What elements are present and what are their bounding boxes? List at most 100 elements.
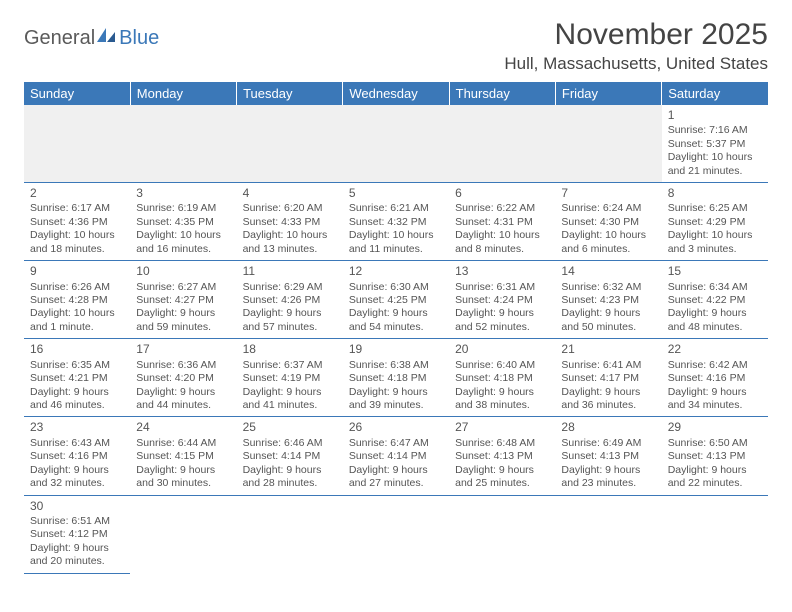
day-number: 1 xyxy=(668,108,762,123)
day-number: 17 xyxy=(136,342,230,357)
sunrise-line: Sunrise: 6:43 AM xyxy=(30,437,124,450)
sunrise-line: Sunrise: 7:16 AM xyxy=(668,124,762,137)
daylight-line-2: and 44 minutes. xyxy=(136,399,230,412)
daylight-line-2: and 20 minutes. xyxy=(30,555,124,568)
sunrise-line: Sunrise: 6:41 AM xyxy=(561,359,655,372)
daylight-line-1: Daylight: 10 hours xyxy=(668,151,762,164)
sunrise-line: Sunrise: 6:19 AM xyxy=(136,202,230,215)
sunrise-line: Sunrise: 6:47 AM xyxy=(349,437,443,450)
calendar-day-cell: 20Sunrise: 6:40 AMSunset: 4:18 PMDayligh… xyxy=(449,339,555,417)
sunset-line: Sunset: 4:18 PM xyxy=(455,372,549,385)
daylight-line-1: Daylight: 9 hours xyxy=(243,464,337,477)
calendar-day-cell: 28Sunrise: 6:49 AMSunset: 4:13 PMDayligh… xyxy=(555,417,661,495)
daylight-line-1: Daylight: 9 hours xyxy=(561,464,655,477)
daylight-line-2: and 32 minutes. xyxy=(30,477,124,490)
day-number: 5 xyxy=(349,186,443,201)
sunrise-line: Sunrise: 6:46 AM xyxy=(243,437,337,450)
daylight-line-1: Daylight: 10 hours xyxy=(243,229,337,242)
sunset-line: Sunset: 4:14 PM xyxy=(243,450,337,463)
daylight-line-1: Daylight: 9 hours xyxy=(349,464,443,477)
daylight-line-2: and 6 minutes. xyxy=(561,243,655,256)
sunrise-line: Sunrise: 6:34 AM xyxy=(668,281,762,294)
daylight-line-1: Daylight: 9 hours xyxy=(668,386,762,399)
day-number: 29 xyxy=(668,420,762,435)
weekday-header: Tuesday xyxy=(237,82,343,105)
daylight-line-2: and 34 minutes. xyxy=(668,399,762,412)
daylight-line-2: and 59 minutes. xyxy=(136,321,230,334)
weekday-header: Friday xyxy=(555,82,661,105)
title-block: November 2025 Hull, Massachusetts, Unite… xyxy=(504,18,768,74)
daylight-line-2: and 52 minutes. xyxy=(455,321,549,334)
daylight-line-2: and 8 minutes. xyxy=(455,243,549,256)
sunrise-line: Sunrise: 6:49 AM xyxy=(561,437,655,450)
calendar-day-cell: 10Sunrise: 6:27 AMSunset: 4:27 PMDayligh… xyxy=(130,261,236,339)
calendar-day-cell: 5Sunrise: 6:21 AMSunset: 4:32 PMDaylight… xyxy=(343,183,449,261)
sunrise-line: Sunrise: 6:32 AM xyxy=(561,281,655,294)
sunset-line: Sunset: 4:22 PM xyxy=(668,294,762,307)
calendar-day-cell: 7Sunrise: 6:24 AMSunset: 4:30 PMDaylight… xyxy=(555,183,661,261)
calendar-day-cell xyxy=(343,105,449,183)
sunrise-line: Sunrise: 6:35 AM xyxy=(30,359,124,372)
sunset-line: Sunset: 4:32 PM xyxy=(349,216,443,229)
sunrise-line: Sunrise: 6:27 AM xyxy=(136,281,230,294)
calendar-day-cell xyxy=(662,495,768,573)
daylight-line-2: and 3 minutes. xyxy=(668,243,762,256)
sunrise-line: Sunrise: 6:36 AM xyxy=(136,359,230,372)
sunrise-line: Sunrise: 6:21 AM xyxy=(349,202,443,215)
day-number: 7 xyxy=(561,186,655,201)
calendar-day-cell: 11Sunrise: 6:29 AMSunset: 4:26 PMDayligh… xyxy=(237,261,343,339)
calendar-body: 1Sunrise: 7:16 AMSunset: 5:37 PMDaylight… xyxy=(24,105,768,573)
daylight-line-1: Daylight: 9 hours xyxy=(30,464,124,477)
calendar-week-row: 23Sunrise: 6:43 AMSunset: 4:16 PMDayligh… xyxy=(24,417,768,495)
calendar-day-cell xyxy=(449,105,555,183)
daylight-line-1: Daylight: 9 hours xyxy=(243,386,337,399)
calendar-day-cell xyxy=(555,105,661,183)
month-title: November 2025 xyxy=(504,18,768,52)
sunset-line: Sunset: 4:20 PM xyxy=(136,372,230,385)
daylight-line-2: and 46 minutes. xyxy=(30,399,124,412)
calendar-day-cell: 26Sunrise: 6:47 AMSunset: 4:14 PMDayligh… xyxy=(343,417,449,495)
location: Hull, Massachusetts, United States xyxy=(504,54,768,74)
day-number: 11 xyxy=(243,264,337,279)
daylight-line-2: and 41 minutes. xyxy=(243,399,337,412)
daylight-line-1: Daylight: 10 hours xyxy=(30,307,124,320)
calendar-day-cell: 16Sunrise: 6:35 AMSunset: 4:21 PMDayligh… xyxy=(24,339,130,417)
calendar-day-cell xyxy=(130,105,236,183)
calendar-day-cell: 25Sunrise: 6:46 AMSunset: 4:14 PMDayligh… xyxy=(237,417,343,495)
calendar-day-cell: 29Sunrise: 6:50 AMSunset: 4:13 PMDayligh… xyxy=(662,417,768,495)
calendar-day-cell xyxy=(343,495,449,573)
sunrise-line: Sunrise: 6:22 AM xyxy=(455,202,549,215)
day-number: 8 xyxy=(668,186,762,201)
logo: General Blue xyxy=(24,18,159,51)
calendar-day-cell: 17Sunrise: 6:36 AMSunset: 4:20 PMDayligh… xyxy=(130,339,236,417)
day-number: 13 xyxy=(455,264,549,279)
logo-sail-icon xyxy=(95,26,117,49)
calendar-week-row: 1Sunrise: 7:16 AMSunset: 5:37 PMDaylight… xyxy=(24,105,768,183)
sunrise-line: Sunrise: 6:25 AM xyxy=(668,202,762,215)
sunrise-line: Sunrise: 6:29 AM xyxy=(243,281,337,294)
calendar-day-cell: 27Sunrise: 6:48 AMSunset: 4:13 PMDayligh… xyxy=(449,417,555,495)
weekday-header: Saturday xyxy=(662,82,768,105)
daylight-line-1: Daylight: 9 hours xyxy=(30,386,124,399)
sunset-line: Sunset: 4:18 PM xyxy=(349,372,443,385)
daylight-line-1: Daylight: 9 hours xyxy=(349,386,443,399)
sunset-line: Sunset: 4:29 PM xyxy=(668,216,762,229)
daylight-line-1: Daylight: 10 hours xyxy=(561,229,655,242)
calendar-day-cell xyxy=(237,495,343,573)
sunset-line: Sunset: 4:23 PM xyxy=(561,294,655,307)
daylight-line-1: Daylight: 9 hours xyxy=(561,386,655,399)
daylight-line-1: Daylight: 9 hours xyxy=(136,464,230,477)
day-number: 26 xyxy=(349,420,443,435)
calendar-week-row: 9Sunrise: 6:26 AMSunset: 4:28 PMDaylight… xyxy=(24,261,768,339)
day-number: 19 xyxy=(349,342,443,357)
daylight-line-2: and 50 minutes. xyxy=(561,321,655,334)
calendar-day-cell: 21Sunrise: 6:41 AMSunset: 4:17 PMDayligh… xyxy=(555,339,661,417)
daylight-line-1: Daylight: 9 hours xyxy=(243,307,337,320)
sunrise-line: Sunrise: 6:50 AM xyxy=(668,437,762,450)
calendar-day-cell xyxy=(237,105,343,183)
daylight-line-1: Daylight: 9 hours xyxy=(349,307,443,320)
sunrise-line: Sunrise: 6:51 AM xyxy=(30,515,124,528)
daylight-line-1: Daylight: 9 hours xyxy=(668,307,762,320)
day-number: 24 xyxy=(136,420,230,435)
calendar-day-cell: 22Sunrise: 6:42 AMSunset: 4:16 PMDayligh… xyxy=(662,339,768,417)
